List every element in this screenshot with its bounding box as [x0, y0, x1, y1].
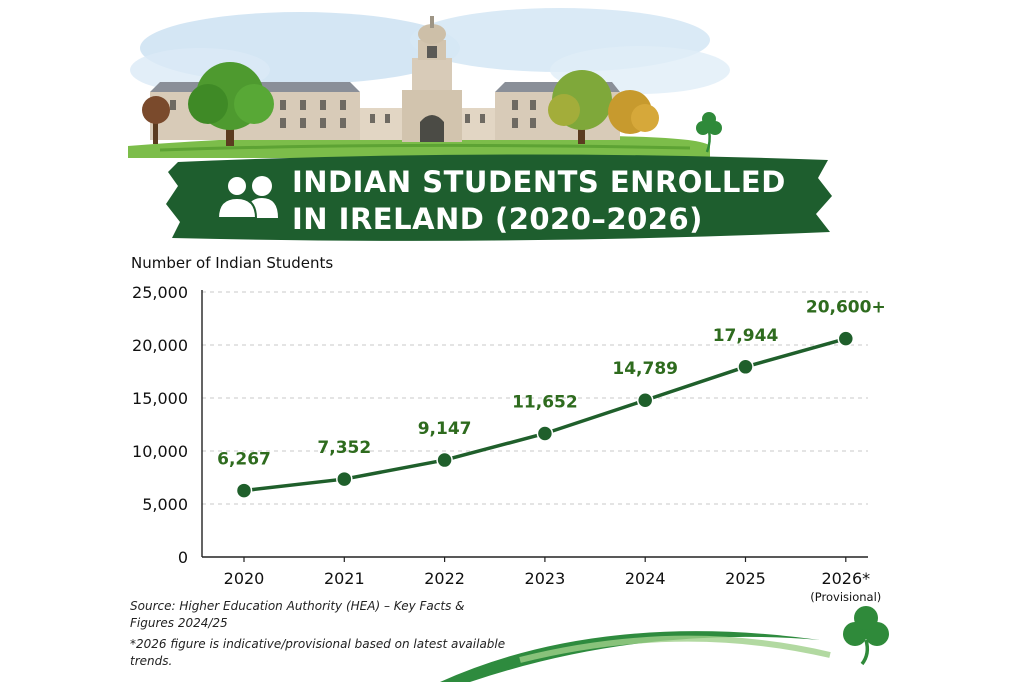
data-label: 7,352 — [317, 438, 371, 458]
data-point — [737, 358, 754, 376]
data-point — [436, 451, 453, 469]
x-tick-note: (Provisional) — [810, 590, 881, 604]
x-tick-label: 2026* — [821, 569, 870, 588]
data-label: 14,789 — [612, 359, 678, 379]
title-line-2: IN IRELAND (2020–2026) — [292, 202, 703, 236]
shamrock-icon — [696, 112, 722, 153]
tree-left — [188, 62, 274, 146]
tree-small-left — [142, 96, 170, 144]
x-tick-label: 2025 — [725, 569, 766, 588]
data-point — [636, 391, 654, 409]
source-note: Source: Higher Education Authority (HEA)… — [130, 599, 465, 630]
bell-tower — [402, 16, 462, 142]
data-label: 9,147 — [418, 419, 472, 439]
data-label: 11,652 — [512, 392, 578, 412]
y-axis-title: Number of Indian Students — [131, 254, 334, 272]
data-label: 6,267 — [217, 450, 271, 470]
decorative-swoosh — [440, 631, 831, 682]
y-tick-label: 10,000 — [132, 442, 188, 461]
shamrock-icon — [843, 606, 889, 666]
y-tick-label: 15,000 — [132, 389, 188, 408]
title-line-1: INDIAN STUDENTS ENROLLED — [292, 165, 786, 199]
footnote: *2026 figure is indicative/provisional b… — [130, 637, 506, 668]
data-point — [235, 482, 253, 499]
chart-title: INDIAN STUDENTS ENROLLED IN IRELAND (202… — [292, 164, 812, 238]
data-point — [336, 470, 353, 488]
title-banner — [166, 154, 832, 241]
y-tick-label: 20,000 — [132, 336, 188, 355]
data-point — [536, 425, 554, 442]
data-label: 17,944 — [713, 326, 779, 346]
data-label: 20,600+ — [806, 298, 886, 318]
x-tick-label: 2022 — [424, 569, 465, 588]
y-tick-label: 5,000 — [142, 495, 188, 514]
series-line — [242, 336, 848, 493]
people-icon — [216, 175, 278, 219]
x-tick-label: 2021 — [324, 569, 365, 588]
x-tick-label: 2024 — [625, 569, 666, 588]
y-tick-label: 25,000 — [132, 283, 188, 302]
data-point — [837, 330, 855, 347]
x-tick-label: 2023 — [525, 569, 566, 588]
tree-right — [548, 70, 659, 144]
y-tick-label: 0 — [178, 548, 188, 567]
x-tick-label: 2020 — [224, 569, 265, 588]
